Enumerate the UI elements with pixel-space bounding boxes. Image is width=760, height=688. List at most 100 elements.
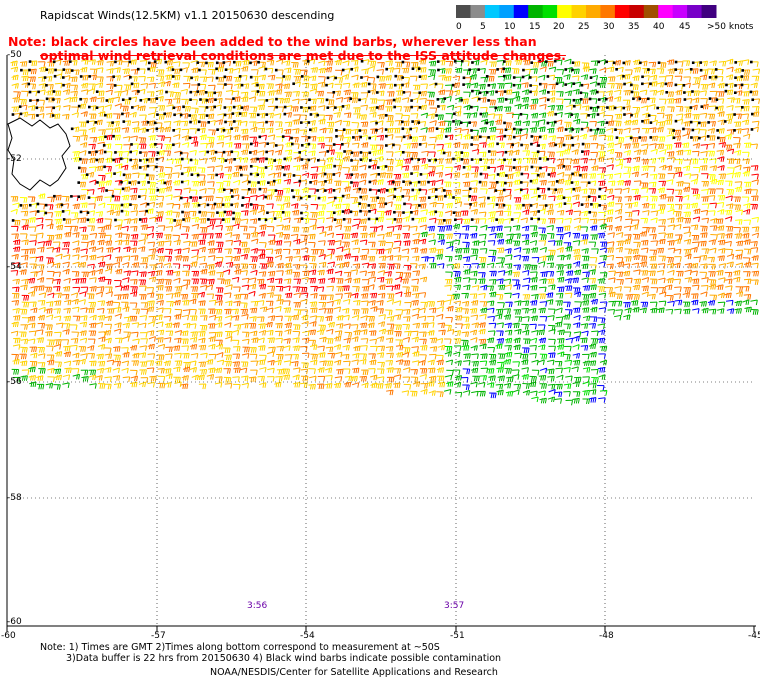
wind-barb (599, 241, 608, 248)
quality-circle (249, 151, 252, 154)
wind-barb (115, 337, 123, 344)
quality-circle (604, 97, 608, 101)
wind-barb (79, 226, 87, 233)
wind-barb (19, 98, 27, 105)
wind-barb (181, 299, 190, 306)
wind-barb (462, 189, 470, 196)
wind-barb (360, 338, 369, 344)
wind-barb (403, 240, 411, 246)
wind-barb (240, 91, 249, 98)
wind-barb (674, 189, 683, 196)
wind-barb (412, 360, 420, 366)
wind-barb (317, 375, 326, 382)
wind-barb (308, 241, 316, 248)
wind-barb (164, 74, 173, 80)
wind-barb (308, 255, 316, 262)
wind-barb (742, 90, 750, 97)
wind-barb (563, 98, 572, 105)
wind-barb (463, 134, 471, 140)
wind-barb (344, 277, 352, 284)
quality-circle (683, 98, 687, 101)
quality-circle (597, 60, 601, 64)
quality-circle (256, 113, 260, 117)
wind-barb (71, 368, 80, 374)
wind-barb (453, 164, 462, 171)
wind-barb (538, 240, 547, 246)
wind-barb (276, 58, 284, 65)
wind-barb (446, 104, 455, 111)
wind-barb (429, 120, 437, 126)
wind-barb (683, 217, 692, 224)
quality-circle (418, 143, 422, 146)
wind-barb (29, 346, 38, 353)
quality-circle (384, 202, 388, 206)
quality-circle (376, 166, 380, 169)
wind-barb (590, 143, 599, 149)
wind-barb (36, 217, 44, 224)
wind-barb (404, 330, 412, 337)
wind-barb (172, 270, 181, 277)
wind-barb (88, 301, 97, 308)
legend-swatch (484, 5, 500, 18)
wind-barb (96, 367, 105, 374)
wind-barb (707, 299, 716, 306)
wind-barb (742, 158, 750, 165)
wind-barb (105, 263, 113, 270)
wind-barb (683, 173, 692, 179)
wind-barb (88, 203, 96, 209)
quality-circle (189, 90, 193, 94)
wind-barb (112, 210, 121, 216)
wind-barb (97, 343, 106, 350)
quality-circle (165, 90, 168, 94)
wind-barb (336, 233, 344, 240)
wind-barb (538, 74, 546, 81)
wind-barb (742, 232, 750, 239)
wind-barb (325, 225, 333, 231)
wind-barb (531, 151, 539, 158)
wind-barb (292, 128, 300, 134)
wind-barb (352, 201, 360, 208)
wind-barb (367, 255, 376, 262)
wind-barb (708, 239, 717, 245)
wind-barb (486, 382, 495, 388)
wind-barb (19, 308, 28, 315)
quality-circle (674, 119, 678, 123)
wind-barb (55, 253, 63, 260)
wind-barb (54, 218, 63, 225)
wind-barb (376, 376, 385, 382)
quality-circle (512, 83, 516, 87)
wind-barb (497, 375, 505, 382)
wind-barb (249, 121, 257, 127)
wind-barb (36, 264, 45, 270)
wind-barb (326, 328, 334, 335)
wind-barb (633, 241, 641, 248)
wind-barb (327, 261, 336, 268)
wind-barb (494, 119, 503, 125)
latitude-label: -56 (7, 377, 22, 387)
wind-barb (429, 346, 438, 352)
wind-barb (148, 66, 156, 73)
wind-barb (21, 224, 29, 231)
wind-barb (174, 360, 183, 367)
wind-barb (20, 324, 28, 330)
wind-barb (174, 248, 182, 255)
quality-circle (307, 142, 311, 146)
wind-barb (217, 278, 225, 285)
quality-circle (529, 84, 532, 87)
wind-barb (582, 105, 590, 112)
wind-barb (488, 126, 497, 133)
wind-barb (531, 257, 540, 263)
wind-barb (173, 299, 181, 306)
wind-barb (589, 68, 597, 74)
quality-circle (519, 188, 523, 192)
wind-barb (182, 202, 190, 208)
wind-barb (487, 158, 495, 165)
wind-barb (684, 269, 692, 276)
wind-barb (479, 307, 488, 314)
wind-barb (539, 397, 547, 404)
wind-barb (514, 316, 523, 323)
wind-barb (402, 352, 410, 358)
quality-circle (205, 99, 209, 102)
wind-barb (395, 339, 403, 346)
wind-barb (326, 285, 335, 292)
